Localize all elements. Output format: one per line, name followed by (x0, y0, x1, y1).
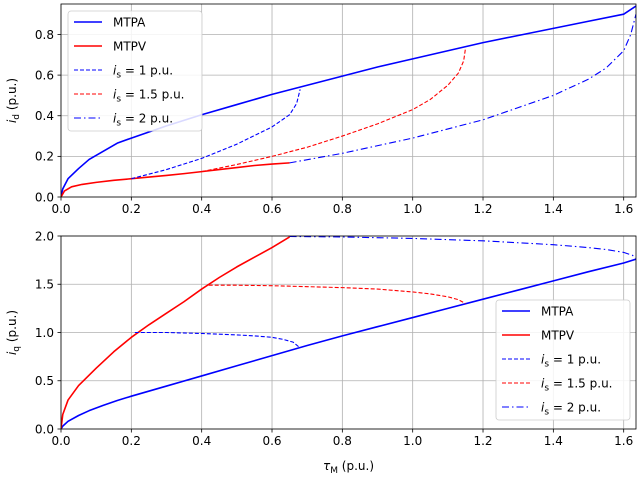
y-axis-label: iq (p.u.) (5, 310, 22, 355)
x-tick-label: 1.0 (403, 202, 422, 216)
x-tick-label: 0.4 (192, 202, 211, 216)
x-tick-label: 0.2 (122, 434, 141, 448)
series-line-1-p-u- (131, 89, 301, 180)
series-line-mtpa (61, 258, 636, 429)
legend-entry: is = 1.5 p.u. (541, 376, 612, 393)
x-tick-label: 0.8 (333, 434, 352, 448)
x-tick-label: 1.2 (473, 202, 492, 216)
series-line-mtpv (61, 162, 290, 197)
legend-label: 2 p.u. (567, 400, 601, 414)
y-tick-label: 0.2 (35, 150, 54, 164)
legend-label: 1 p.u. (567, 352, 601, 366)
legend-subscript: s (116, 70, 121, 80)
legend-entry: MTPV (113, 39, 147, 53)
series-line-1-p-u- (134, 331, 301, 349)
legend-symbol: i (541, 400, 545, 414)
legend-entry: MTPA (541, 304, 574, 318)
legend-entry: MTPA (113, 15, 146, 29)
y-axis-label-symbol: i (5, 119, 19, 123)
series-line-mtpv (61, 236, 291, 429)
legend-entry: is = 1 p.u. (113, 63, 173, 80)
legend-label: MTPV (113, 39, 147, 53)
x-tick-label: 0.0 (51, 202, 70, 216)
legend-box (495, 299, 631, 421)
x-tick-label: 0.6 (262, 202, 281, 216)
y-tick-label: 1.5 (35, 278, 54, 292)
legend-symbol: i (113, 111, 117, 125)
y-tick-label: 2.0 (35, 229, 54, 243)
legend-entry: is = 2 p.u. (113, 111, 173, 128)
series-group (61, 5, 636, 197)
legend-subscript: s (544, 359, 549, 369)
y-tick-label: 1.0 (35, 326, 54, 340)
chart-panel-id: 0.0 0.2 0.4 0.6 0.8 1.0 1.2 1.4 1.6 0.0 0.2 0.4 0.6 0… (5, 3, 637, 216)
y-tick-label: 0.0 (35, 422, 54, 436)
x-tick-label: 0.2 (122, 202, 141, 216)
x-tick-label: 0.8 (333, 202, 352, 216)
legend-symbol: i (113, 87, 117, 101)
y-tick-label: 0.6 (35, 68, 54, 82)
x-tick-label: 1.4 (544, 434, 563, 448)
legend-entry: is = 1 p.u. (541, 352, 601, 369)
y-tick-label: 0.8 (35, 28, 54, 42)
legend-symbol: i (541, 376, 545, 390)
series-line-mtpa (61, 5, 636, 197)
legend-label: MTPA (113, 15, 146, 29)
y-axis-label-unit: (p.u.) (5, 78, 19, 114)
y-axis-label-symbol: i (5, 351, 19, 355)
axes-frame (60, 3, 637, 198)
series-group (61, 236, 636, 429)
x-tick-label: 1.2 (473, 434, 492, 448)
legend-entry: MTPV (541, 328, 575, 342)
legend-equals: = (549, 352, 567, 366)
legend-label: 1.5 p.u. (567, 376, 613, 390)
x-axis-label-unit: (p.u.) (338, 459, 374, 473)
y-axis-label-subscript: q (12, 346, 22, 352)
legend-label: 1 p.u. (139, 63, 173, 77)
legend-label: MTPV (541, 328, 575, 342)
legend-equals: = (121, 87, 139, 101)
x-tick-label: 1.0 (403, 434, 422, 448)
legend-subscript: s (116, 118, 121, 128)
legend-equals: = (549, 376, 567, 390)
series-line-1-5-p-u- (201, 48, 466, 173)
legend-symbol: i (113, 63, 117, 77)
legend-entry: is = 1.5 p.u. (113, 87, 184, 104)
y-tick-label: 0.5 (35, 374, 54, 388)
legend-entry: is = 2 p.u. (541, 400, 601, 417)
y-tick-label: 0.0 (35, 190, 54, 204)
legend-label: 2 p.u. (139, 111, 173, 125)
legend-subscript: s (544, 383, 549, 393)
x-axis-label-symbol: τ (323, 459, 331, 473)
x-tick-label: 0.4 (192, 434, 211, 448)
legend-subscript: s (544, 407, 549, 417)
legend-equals: = (121, 63, 139, 77)
chart-panel-iq: 0.0 0.2 0.4 0.6 0.8 1.0 1.2 1.4 1.6 0.0 0.5 1.0 1.5 2… (5, 229, 637, 476)
legend-label: MTPA (541, 304, 574, 318)
series-line-2-p-u- (289, 14, 636, 164)
y-axis-label-unit: (p.u.) (5, 310, 19, 346)
legend-label: 1.5 p.u. (139, 87, 185, 101)
legend-symbol: i (541, 352, 545, 366)
legend-equals: = (549, 400, 567, 414)
series-line-2-p-u- (289, 236, 636, 259)
y-tick-label: 0.4 (35, 109, 54, 123)
series-line-1-5-p-u- (208, 284, 466, 305)
y-axis-label-subscript: d (12, 114, 22, 120)
x-tick-label: 1.6 (614, 434, 633, 448)
x-tick-label: 0.0 (51, 434, 70, 448)
x-tick-label: 1.6 (614, 202, 633, 216)
x-tick-label: 0.6 (262, 434, 281, 448)
legend-subscript: s (116, 94, 121, 104)
legend-box (67, 10, 203, 132)
x-axis-label-subscript: M (330, 466, 338, 476)
x-axis-label: τM (p.u.) (323, 459, 374, 476)
legend-equals: = (121, 111, 139, 125)
x-tick-label: 1.4 (544, 202, 563, 216)
y-axis-label: id (p.u.) (5, 78, 22, 123)
